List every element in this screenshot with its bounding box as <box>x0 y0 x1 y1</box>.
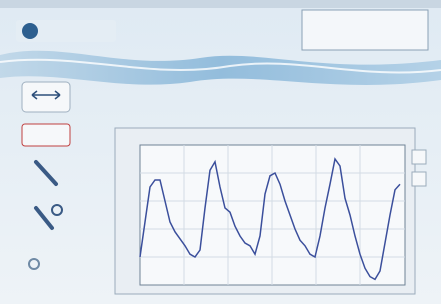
tool-button[interactable] <box>22 124 70 146</box>
zoom-button[interactable] <box>412 172 426 186</box>
title-bar <box>0 0 441 8</box>
app-window <box>0 0 441 304</box>
info-box <box>302 10 428 50</box>
tool-button[interactable] <box>22 82 70 112</box>
zoom-button[interactable] <box>412 150 426 164</box>
logo-icon <box>22 23 38 39</box>
